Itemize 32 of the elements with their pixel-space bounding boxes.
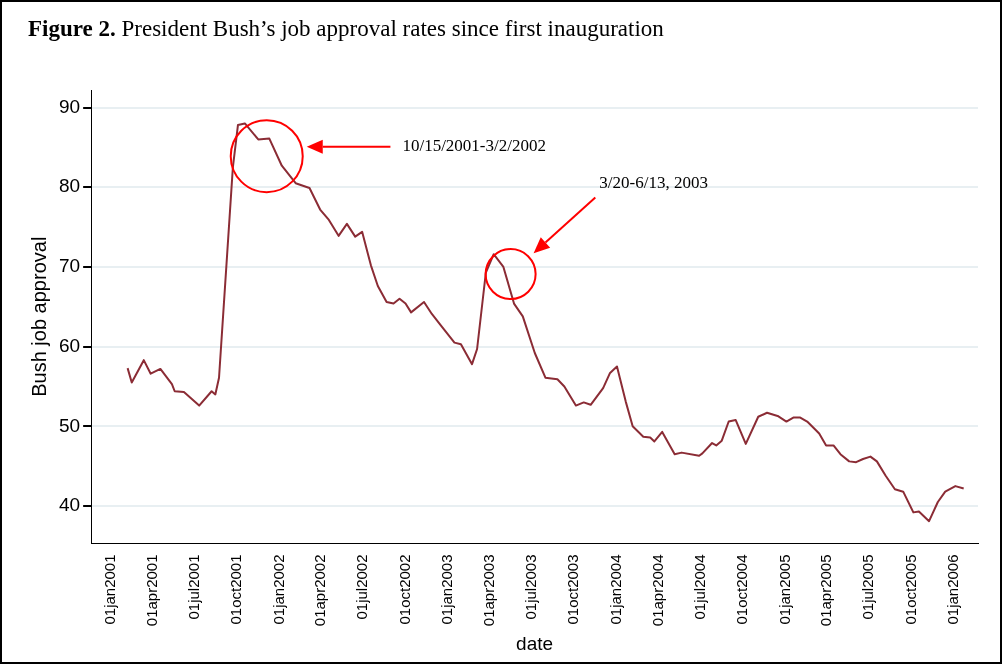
x-tick-label: 01apr2004 (648, 554, 666, 627)
y-tick-label: 80 (58, 175, 81, 197)
x-tick-label: 01jul2002 (353, 554, 371, 620)
x-tick-label: 01oct2003 (564, 554, 582, 625)
y-tick-label: 60 (58, 334, 81, 356)
x-tick-label: 01jan2001 (101, 554, 119, 625)
annotation: 3/20-6/13, 2003 (599, 172, 708, 192)
x-tick-label: 01jan2006 (944, 554, 962, 625)
x-tick-label: 01jan2005 (775, 554, 793, 625)
x-tick-label: 01apr2005 (817, 554, 835, 627)
x-tick-label: 01jan2004 (606, 554, 624, 625)
y-axis-title: Bush job approval (27, 236, 50, 397)
annotation: 10/15/2001-3/2/2002 (402, 136, 546, 156)
x-tick-label: 01oct2005 (901, 554, 919, 625)
x-tick-label: 01oct2001 (227, 554, 245, 625)
y-tick-label: 90 (58, 95, 81, 117)
x-tick-label: 01jan2003 (438, 554, 456, 625)
x-tick-label: 01jul2005 (859, 554, 877, 620)
y-tick-label: 50 (58, 414, 81, 436)
x-tick-label: 01jul2003 (521, 554, 539, 620)
x-tick-label: 01jul2001 (184, 554, 202, 620)
x-tick-label: 01apr2003 (479, 554, 497, 627)
x-tick-label: 01jan2002 (269, 554, 287, 625)
y-tick-label: 70 (58, 255, 81, 277)
x-tick-label: 01jul2004 (690, 554, 708, 620)
x-axis-title: date (516, 632, 554, 654)
x-tick-label: 01oct2002 (395, 554, 413, 625)
x-tick-label: 01apr2002 (311, 554, 329, 627)
chart-title: Figure 2. President Bush’s job approval rates since first inauguration (28, 16, 664, 42)
x-tick-label: 01oct2004 (733, 554, 751, 625)
x-tick-label: 01apr2001 (142, 554, 160, 627)
y-tick-label: 40 (58, 494, 81, 516)
